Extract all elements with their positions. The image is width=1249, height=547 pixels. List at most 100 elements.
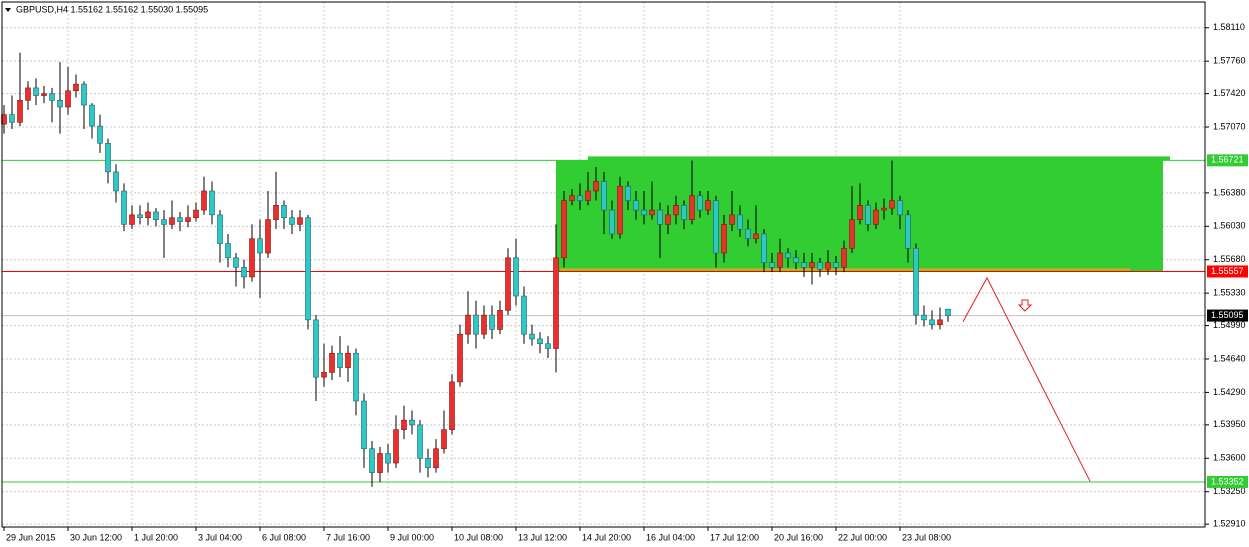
candle-body: [593, 181, 599, 192]
candle-body: [25, 87, 31, 101]
frame: [1, 1, 1206, 528]
candle-body: [945, 308, 951, 316]
candle-body: [641, 209, 647, 216]
x-tick-label: 14 Jul 20:00: [582, 532, 631, 542]
candle-body: [257, 238, 263, 254]
candle-body: [449, 381, 455, 430]
candle-body: [761, 233, 767, 263]
candle-body: [737, 214, 743, 230]
candle-body: [561, 200, 567, 259]
y-tick-label: 1.53950: [1213, 419, 1246, 429]
y-tick-label: 1.57420: [1213, 88, 1246, 98]
candle-body: [881, 207, 887, 211]
candle-body: [913, 247, 919, 316]
x-tick-label: 9 Jul 00:00: [390, 532, 434, 542]
sell-arrow: [1017, 299, 1033, 312]
candle-body: [185, 217, 191, 222]
y-tick-label: 1.54640: [1213, 353, 1246, 363]
level-label: 1.56721: [1211, 155, 1244, 165]
candle-body: [145, 211, 151, 219]
candle-body: [753, 233, 759, 240]
candle-body: [249, 238, 255, 278]
candle-body: [65, 90, 71, 108]
candle-body: [785, 252, 791, 259]
candle-body: [857, 205, 863, 220]
candle-body: [233, 257, 239, 268]
candle-body: [713, 200, 719, 254]
candle-body: [841, 247, 847, 268]
candle-body: [569, 195, 575, 201]
candle-body: [481, 314, 487, 335]
candle-body: [825, 262, 831, 270]
candle-body: [265, 219, 271, 254]
candle-body: [521, 295, 527, 335]
x-tick-label: 29 Jun 2015: [6, 532, 56, 542]
candle-body: [441, 429, 447, 450]
candle-body: [897, 200, 903, 216]
candle-body: [769, 262, 775, 268]
candle-body: [321, 372, 327, 378]
candle-body: [889, 200, 895, 209]
candle-body: [705, 200, 711, 211]
x-tick-label: 3 Jul 04:00: [198, 532, 242, 542]
candle-body: [329, 352, 335, 373]
plot-area: [1, 2, 1205, 527]
candle-body: [537, 338, 543, 345]
x-tick-label: 22 Jul 00:00: [838, 532, 887, 542]
candle-body: [241, 267, 247, 278]
candle-body: [681, 205, 687, 220]
candle-body: [217, 214, 223, 244]
candle-body: [33, 87, 39, 96]
chart-title: GBPUSD,H4 1.55162 1.55162 1.55030 1.5509…: [16, 4, 208, 14]
y-tick-label: 1.54290: [1213, 387, 1246, 397]
candle-body: [89, 104, 95, 127]
candle-body: [921, 314, 927, 321]
candle-body: [777, 252, 783, 268]
candle-body: [113, 171, 119, 192]
y-tick-label: 1.53250: [1213, 486, 1246, 496]
y-tick-label: 1.53600: [1213, 453, 1246, 463]
y-tick-label: 1.52910: [1213, 519, 1246, 529]
candle-body: [297, 217, 303, 225]
candle-body: [361, 400, 367, 450]
candle-body: [865, 205, 871, 225]
candle-body: [193, 209, 199, 219]
candle-body: [417, 424, 423, 459]
x-tick-label: 1 Jul 20:00: [134, 532, 178, 542]
candle-body: [225, 243, 231, 259]
candle-body: [577, 195, 583, 201]
y-tick-label: 1.57070: [1213, 121, 1246, 131]
candle-body: [505, 257, 511, 311]
level-label: 1.53352: [1211, 476, 1244, 486]
candle-body: [873, 209, 879, 225]
candle-body: [281, 205, 287, 219]
candle-body: [105, 142, 111, 173]
candle-body: [129, 214, 135, 225]
menu-triangle[interactable]: [5, 8, 11, 12]
candle-body: [649, 209, 655, 216]
candle-body: [833, 262, 839, 268]
candle-body: [17, 100, 23, 123]
candle-body: [353, 352, 359, 402]
candle-body: [49, 93, 55, 101]
candle-body: [497, 310, 503, 330]
y-tick-label: 1.55330: [1213, 288, 1246, 298]
x-tick-label: 13 Jul 12:00: [518, 532, 567, 542]
forecast-line: [962, 276, 1091, 482]
candle-body: [689, 195, 695, 220]
level-label: 1.55557: [1211, 266, 1244, 276]
candle-body: [601, 181, 607, 211]
candle-body: [529, 333, 535, 340]
level-label-box: [1207, 475, 1248, 488]
candle-body: [473, 314, 479, 335]
candle-body: [433, 448, 439, 469]
candle-body: [673, 205, 679, 216]
x-tick-label: 23 Jul 08:00: [902, 532, 951, 542]
candle-body: [57, 100, 63, 108]
candle-body: [161, 219, 167, 225]
x-tick-label: 20 Jul 16:00: [774, 532, 823, 542]
y-tick-label: 1.56380: [1213, 187, 1246, 197]
candle-body: [177, 217, 183, 222]
